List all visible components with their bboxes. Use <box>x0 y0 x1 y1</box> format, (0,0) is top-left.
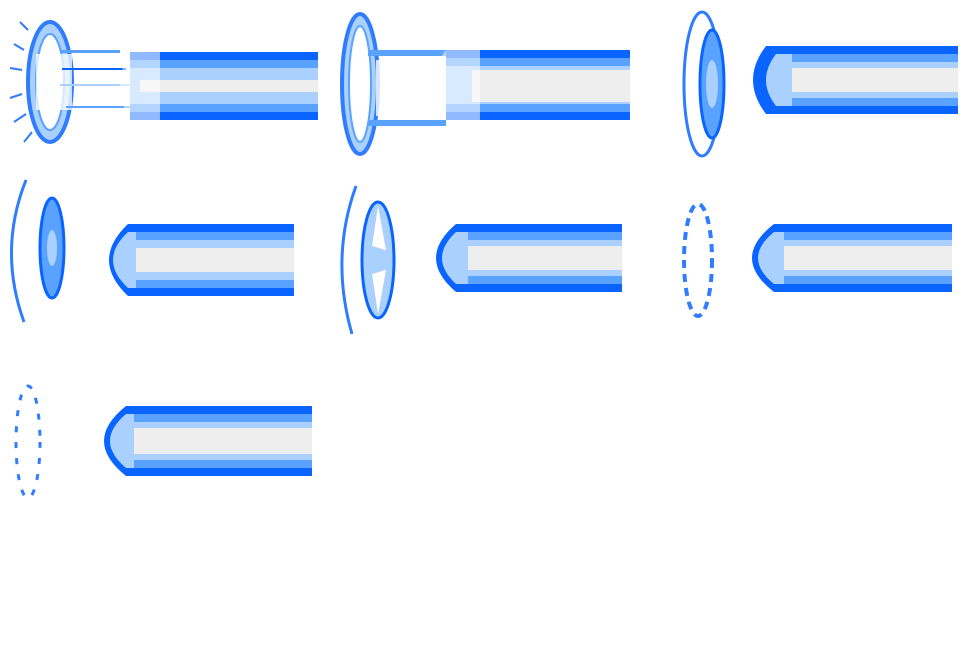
muzzle-ring <box>10 179 66 323</box>
muzzle-ring <box>9 20 74 144</box>
muzzle-ring <box>14 384 42 500</box>
beam-sprite-5 <box>340 185 622 335</box>
beam-frame-7 <box>0 372 322 542</box>
beam-streaks <box>60 50 140 108</box>
beam-frame-3 <box>646 10 968 180</box>
beam-body <box>120 52 318 120</box>
beam-frame-6 <box>646 176 968 346</box>
beam-body <box>109 224 294 296</box>
muzzle-ring <box>682 202 714 318</box>
beam-sprite-2 <box>340 12 630 156</box>
muzzle-ring <box>340 185 396 335</box>
beam-body <box>104 406 312 476</box>
beam-frame-5 <box>322 176 644 346</box>
beam-body <box>433 50 630 120</box>
beam-sprite-6 <box>682 202 952 318</box>
beam-frame-4 <box>0 176 322 346</box>
beam-sprite-4 <box>10 179 294 323</box>
beam-sprite-3 <box>682 10 958 158</box>
beam-frame-2 <box>322 10 644 180</box>
beam-sprite-1 <box>9 20 318 144</box>
beam-sprite-7 <box>14 384 312 500</box>
beam-body <box>436 224 622 292</box>
muzzle-ring <box>682 10 726 158</box>
beam-body <box>753 46 958 114</box>
muzzle-ring <box>340 12 446 156</box>
beam-frame-1 <box>0 10 322 180</box>
beam-body <box>752 224 952 292</box>
